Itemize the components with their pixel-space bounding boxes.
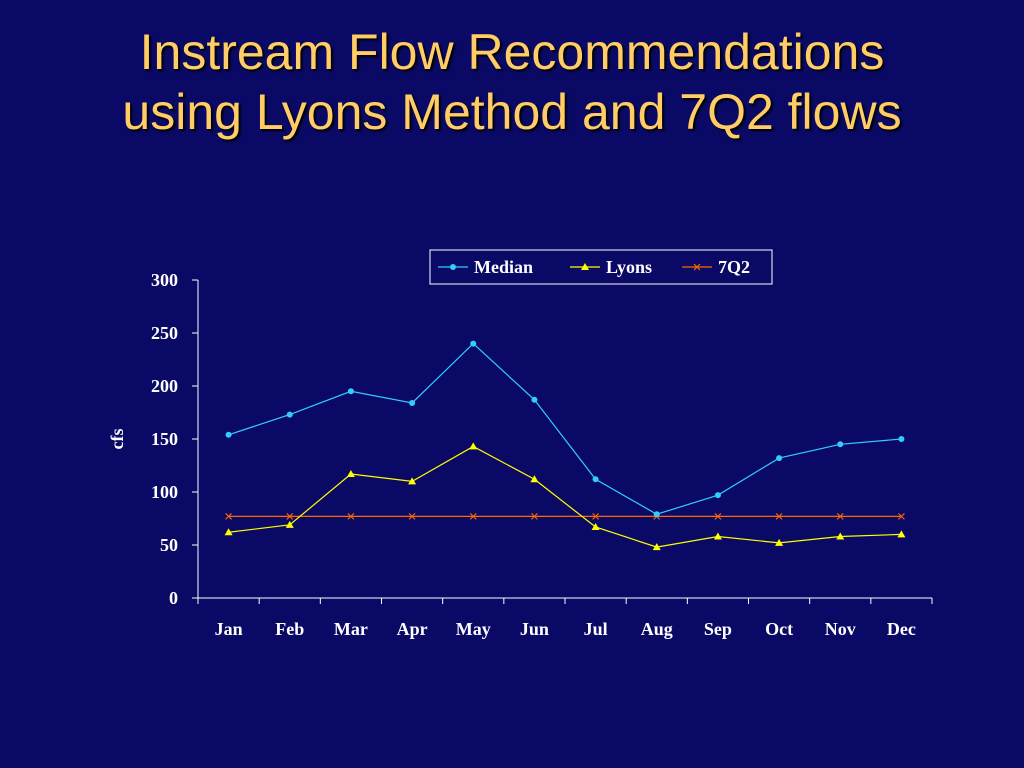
data-point-7q2 — [592, 512, 600, 520]
x-tick-label: Aug — [641, 619, 673, 639]
y-tick-label: 200 — [151, 376, 178, 396]
data-point-lyons — [897, 530, 906, 538]
series-line-lyons — [228, 445, 902, 548]
data-point-7q2 — [897, 512, 905, 520]
data-point-7q2 — [286, 512, 294, 520]
y-tick-label: 250 — [151, 323, 178, 343]
legend-marker — [693, 263, 701, 271]
y-tick-label: 150 — [151, 429, 178, 449]
data-point-lyons — [285, 520, 294, 528]
data-point-7q2 — [408, 512, 416, 520]
data-point-7q2 — [775, 512, 783, 520]
marker-stroke — [530, 512, 538, 520]
data-point-7q2 — [469, 512, 477, 520]
y-tick-label: 100 — [151, 482, 178, 502]
data-point-median — [409, 399, 416, 406]
data-point-7q2 — [530, 512, 538, 520]
legend-label: 7Q2 — [718, 257, 750, 277]
marker-stroke — [469, 512, 477, 520]
data-point-median — [531, 396, 538, 403]
marker-stroke — [897, 512, 905, 520]
data-point-lyons — [408, 477, 417, 485]
x-tick-label: Nov — [825, 619, 856, 639]
data-point-median — [898, 436, 905, 442]
data-point-lyons — [346, 469, 355, 477]
data-point-median — [837, 441, 844, 448]
chart-legend: Median Lyons 7Q2 — [429, 249, 773, 285]
marker-stroke — [347, 512, 355, 520]
marker-stroke — [775, 512, 783, 520]
legend-label: Median — [474, 257, 533, 277]
data-point-lyons — [713, 532, 722, 540]
legend-box — [429, 249, 773, 285]
data-point-lyons — [591, 522, 600, 530]
data-point-7q2 — [225, 512, 233, 520]
legend-item-lyons: Lyons — [570, 257, 652, 277]
x-tick-label: Oct — [765, 619, 793, 639]
data-point-lyons — [224, 528, 233, 536]
legend-marker — [581, 263, 589, 270]
series-median — [225, 340, 905, 518]
data-point-median — [653, 511, 660, 518]
x-tick-label: May — [456, 619, 491, 639]
data-point-lyons — [836, 532, 845, 540]
legend-item-7q2: 7Q2 — [682, 257, 750, 277]
slide-title-line-1: Instream Flow Recommendations — [139, 24, 885, 80]
slide-title-line-2: using Lyons Method and 7Q2 flows — [122, 84, 902, 140]
y-tick-label: 300 — [151, 270, 178, 290]
series-line-median — [228, 342, 902, 515]
marker-stroke — [693, 263, 701, 271]
series-lyons — [224, 442, 906, 551]
y-tick-label: 0 — [169, 588, 178, 608]
chart-axes: 0 50 100 150 200 250 300 Jan Feb Mar Apr May Jun Jul A… — [107, 270, 933, 639]
series-7q2 — [225, 512, 905, 520]
marker-stroke — [714, 512, 722, 520]
chart-series — [224, 340, 906, 551]
slide-title: Instream Flow Recommendations using Lyon… — [0, 22, 1024, 142]
data-point-7q2 — [347, 512, 355, 520]
data-point-lyons — [530, 475, 539, 483]
x-tick-label: Feb — [275, 619, 304, 639]
x-tick-label: Jan — [215, 619, 243, 639]
x-tick-label: Jul — [584, 619, 608, 639]
marker-stroke — [408, 512, 416, 520]
x-tick-label: Sep — [704, 619, 732, 639]
data-point-median — [286, 411, 293, 418]
legend-item-median: Median — [438, 257, 533, 277]
y-tick-label: 50 — [160, 535, 178, 555]
data-point-median — [714, 492, 721, 499]
x-tick-label: Apr — [397, 619, 428, 639]
marker-stroke — [286, 512, 294, 520]
y-axis-label: cfs — [107, 429, 127, 450]
x-tick-label: Mar — [334, 619, 368, 639]
marker-stroke — [836, 512, 844, 520]
marker-stroke — [225, 512, 233, 520]
x-tick-label: Jun — [520, 619, 549, 639]
data-point-median — [592, 476, 599, 483]
marker-stroke — [592, 512, 600, 520]
data-point-lyons — [775, 538, 784, 546]
data-point-lyons — [469, 442, 478, 450]
legend-label: Lyons — [606, 257, 652, 277]
data-point-median — [347, 388, 354, 395]
data-point-median — [470, 340, 477, 347]
data-point-median — [776, 455, 783, 462]
data-point-lyons — [652, 543, 661, 551]
x-tick-label: Dec — [887, 619, 916, 639]
data-point-7q2 — [836, 512, 844, 520]
data-point-7q2 — [714, 512, 722, 520]
legend-marker — [450, 264, 456, 270]
data-point-median — [225, 431, 232, 438]
